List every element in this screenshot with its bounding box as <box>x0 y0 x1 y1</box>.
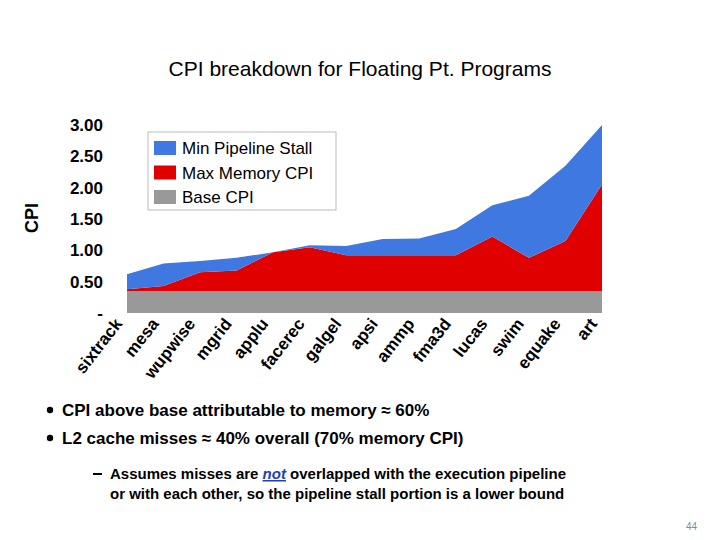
legend-swatch <box>154 141 176 155</box>
y-tick-label: 1.50 <box>70 210 103 229</box>
area-series <box>127 125 602 289</box>
x-tick-label: mgrid <box>192 315 236 364</box>
bullet-text: CPI above base attributable to memory ≈ … <box>62 401 429 420</box>
slide: CPI breakdown for Floating Pt. Programs C… <box>0 0 720 540</box>
x-tick-label: ammp <box>373 315 419 366</box>
y-tick-label: - <box>97 304 103 323</box>
area-series <box>127 291 602 313</box>
sub-bullet-dash <box>93 473 102 475</box>
legend-swatch <box>154 166 176 180</box>
sub-bullet-text: Assumes misses are <box>110 465 263 482</box>
legend-label: Min Pipeline Stall <box>182 139 312 158</box>
sub-bullet-emphasis: not <box>263 465 287 482</box>
y-tick-label: 3.00 <box>70 116 103 135</box>
y-axis-label: CPI <box>22 203 42 233</box>
y-tick-label: 2.50 <box>70 147 103 166</box>
x-tick-label: wupwise <box>140 315 199 383</box>
sub-bullet-line: Assumes misses are not overlapped with t… <box>110 465 566 482</box>
sub-bullet-text: overlapped with the execution pipeline <box>286 465 566 482</box>
bullet-text: L2 cache misses ≈ 40% overall (70% memor… <box>62 429 463 448</box>
y-tick-label: 1.00 <box>70 241 103 260</box>
y-tick-label: 0.50 <box>70 273 103 292</box>
legend-box <box>148 132 336 210</box>
sub-bullet-text: or with each other, so the pipeline stal… <box>110 485 564 502</box>
bullet-dot <box>47 407 53 413</box>
x-tick-label: equake <box>514 315 565 373</box>
legend-label: Max Memory CPI <box>182 164 313 183</box>
plot-area <box>127 125 602 313</box>
page-number: 44 <box>686 521 698 532</box>
bullet-dot <box>47 435 53 441</box>
legend: Min Pipeline Stall Max Memory CPI Base CPI <box>148 132 336 210</box>
x-tick-label: apsi <box>346 315 382 354</box>
legend-label: Base CPI <box>182 188 254 207</box>
y-tick-label: 2.00 <box>70 179 103 198</box>
chart-title: CPI breakdown for Floating Pt. Programs <box>169 57 552 80</box>
x-tick-label: facerec <box>257 315 309 374</box>
x-tick-label: art <box>573 315 602 344</box>
x-tick-label: lucas <box>450 315 492 361</box>
legend-swatch <box>154 190 176 204</box>
x-tick-label: fma3d <box>409 315 455 366</box>
x-tick-label: sixtrack <box>72 314 127 377</box>
x-tick-label: galgel <box>300 315 345 365</box>
